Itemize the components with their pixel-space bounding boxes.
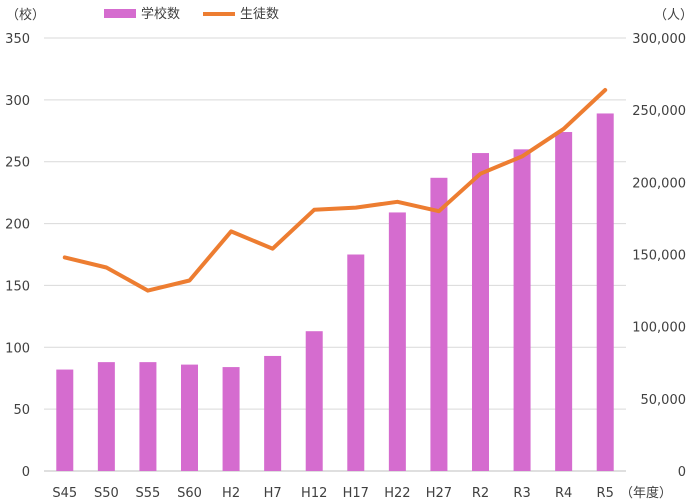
bar bbox=[388, 212, 406, 472]
right-axis: 0 50,000 100,000 150,000 200,000 250,000 300,0… bbox=[632, 32, 686, 480]
x-axis-tick-label: S60 bbox=[177, 486, 202, 501]
bar bbox=[596, 113, 614, 472]
right-axis-tick-label: 0 bbox=[678, 465, 686, 480]
bar bbox=[555, 132, 573, 471]
x-axis-tick-label: R2 bbox=[472, 486, 489, 501]
x-axis-tick-label: R4 bbox=[555, 486, 572, 501]
x-axis-tick-label: H12 bbox=[301, 486, 327, 501]
left-axis-tick-label: 0 bbox=[22, 465, 30, 480]
x-axis-unit-label: （年度） bbox=[620, 485, 672, 501]
line-series-student-count bbox=[62, 88, 608, 293]
x-axis-tick-label: H7 bbox=[264, 486, 282, 501]
right-axis-tick-label: 150,000 bbox=[632, 249, 686, 264]
left-axis: 0 50 100 150 200 250 300 350 bbox=[5, 32, 30, 480]
right-axis-tick-label: 100,000 bbox=[632, 321, 686, 336]
x-axis-tick-label: R5 bbox=[597, 486, 614, 501]
x-axis-tick-label: S50 bbox=[94, 486, 119, 501]
x-axis-tick-label: S55 bbox=[136, 486, 161, 501]
series-line bbox=[62, 88, 608, 293]
x-axis: S45 S50 S55 S60 H2 H7 H12 H17 H22 H27 R2 R3 R4 R5 bbox=[52, 486, 613, 501]
bar bbox=[430, 177, 448, 471]
right-axis-tick-label: 200,000 bbox=[632, 176, 686, 191]
bar bbox=[347, 254, 365, 471]
left-axis-tick-label: 200 bbox=[5, 218, 30, 233]
x-axis-tick-label: H27 bbox=[426, 486, 452, 501]
bar bbox=[56, 369, 74, 471]
right-axis-unit-label: （人） bbox=[654, 8, 693, 23]
bar bbox=[139, 362, 157, 471]
bar bbox=[472, 153, 489, 471]
left-axis-tick-label: 300 bbox=[5, 94, 30, 109]
legend-label-student-count: 生徒数 bbox=[240, 7, 279, 22]
left-axis-tick-label: 100 bbox=[5, 341, 30, 356]
left-axis-tick-label: 250 bbox=[5, 156, 30, 171]
legend: 学校数 生徒数 bbox=[104, 6, 279, 22]
right-axis-tick-label: 50,000 bbox=[641, 393, 687, 408]
x-axis-tick-label: H2 bbox=[222, 486, 240, 501]
bar bbox=[181, 364, 198, 471]
x-axis-tick-label: R3 bbox=[513, 486, 530, 501]
legend-label-school-count: 学校数 bbox=[141, 6, 180, 22]
bar bbox=[222, 367, 240, 471]
left-axis-tick-label: 150 bbox=[5, 279, 30, 294]
bar bbox=[305, 331, 323, 471]
right-axis-tick-label: 250,000 bbox=[632, 104, 686, 119]
left-axis-unit-label: （校） bbox=[6, 7, 45, 23]
left-axis-tick-label: 350 bbox=[5, 32, 30, 47]
gridlines bbox=[44, 37, 626, 472]
right-axis-tick-label: 300,000 bbox=[632, 32, 686, 47]
bar bbox=[264, 355, 282, 471]
bar bbox=[513, 149, 531, 472]
left-axis-tick-label: 50 bbox=[13, 403, 30, 418]
bar bbox=[97, 362, 115, 471]
x-axis-tick-label: S45 bbox=[52, 486, 77, 501]
x-axis-tick-label: H22 bbox=[384, 486, 410, 501]
x-axis-tick-label: H17 bbox=[343, 486, 369, 501]
legend-swatch-school-count bbox=[104, 9, 136, 18]
bar-series-school-count bbox=[56, 113, 614, 472]
